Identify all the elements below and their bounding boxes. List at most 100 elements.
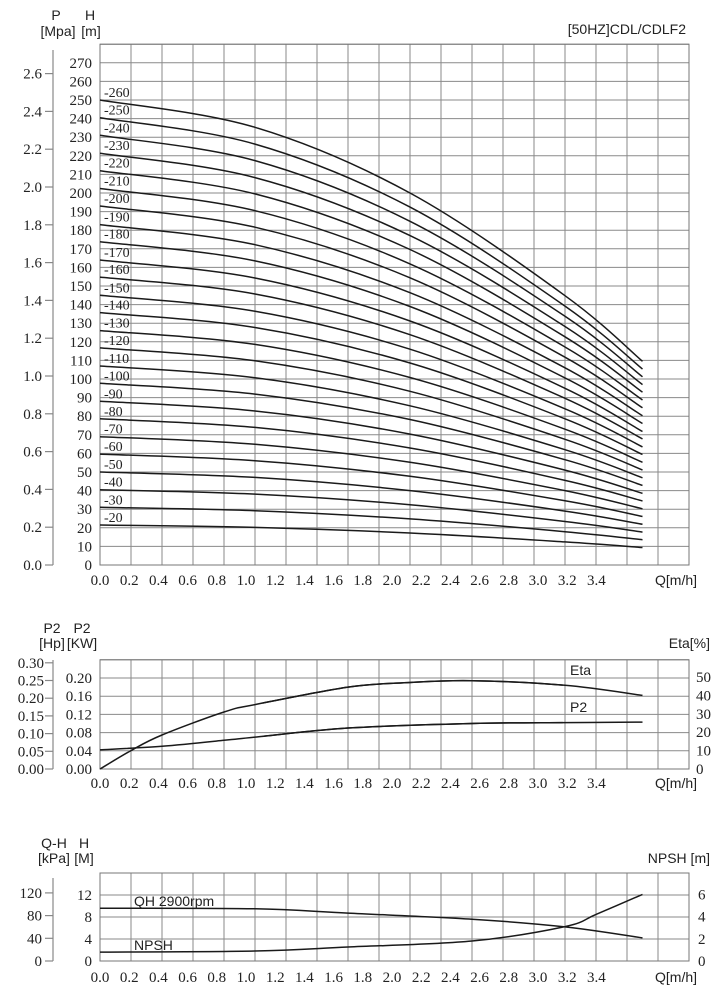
eta-curve-operating-range	[262, 679, 563, 704]
plot-border	[99, 43, 690, 566]
qh-curve	[99, 471, 643, 526]
p-tick-label: 0.2	[23, 520, 42, 536]
h-tick-label: 180	[70, 223, 93, 239]
x-tick-label: 1.4	[295, 573, 314, 589]
qh-curve	[99, 152, 643, 386]
kpa-tick-label: 80	[27, 909, 42, 925]
x-tick-label: 1.8	[353, 970, 372, 986]
qh-curve	[99, 169, 643, 393]
kw-tick-label: 0.00	[66, 762, 92, 778]
x-tick-label: 2.2	[412, 970, 431, 986]
h-tick-label: 40	[77, 484, 92, 500]
x-tick-label: 2.4	[441, 776, 460, 792]
eta-curve	[99, 679, 643, 770]
x-tick-label: 2.2	[412, 776, 431, 792]
qh-curve	[99, 240, 643, 425]
x-tick-label: 0.8	[207, 970, 226, 986]
curve-label: -260	[104, 86, 130, 101]
curve-label: -20	[104, 511, 123, 526]
x-tick-label: 3.0	[529, 776, 548, 792]
p-tick-label: 2.4	[23, 104, 42, 120]
h-tick-label: 8	[85, 910, 93, 926]
h-tick-label: 130	[70, 316, 93, 332]
h-tick-label: 140	[70, 298, 93, 314]
h-tick-label: 12	[77, 888, 92, 904]
kw-axis-title: P2	[73, 620, 90, 636]
x-tick-label: 1.0	[237, 573, 256, 589]
h-axis-title: H	[85, 7, 95, 23]
x-tick-label: 3.4	[587, 776, 606, 792]
qh-curve	[99, 435, 643, 510]
x-tick-label: 3.2	[558, 573, 577, 589]
plot-border	[99, 659, 690, 770]
p-tick-label: 1.6	[23, 256, 42, 272]
qh-curve	[99, 116, 643, 370]
p-tick-label: 0.6	[23, 445, 42, 461]
h-tick-label: 80	[77, 409, 92, 425]
hp-tick-label: 0.15	[18, 709, 44, 725]
h-tick-label: 120	[70, 335, 93, 351]
x-tick-label: 1.0	[237, 970, 256, 986]
x-tick-label: 1.0	[237, 776, 256, 792]
x-tick-label: 2.0	[383, 970, 402, 986]
p2-curve-label: P2	[570, 699, 587, 715]
qh-curve	[99, 276, 643, 440]
kw-tick-label: 0.20	[66, 671, 92, 687]
curve-label: -170	[104, 246, 130, 261]
x-tick-label: 2.6	[470, 573, 489, 589]
x-tick-label: 2.4	[441, 970, 460, 986]
qh-curves-chart: 0 10 20 30 40 50 60 70 80 90 100 110 120 130 140 150 160…	[23, 7, 697, 589]
h-tick-label: 240	[70, 112, 93, 128]
x-tick-label: 1.8	[353, 573, 372, 589]
power-efficiency-chart: 0.000.040.080.120.160.200.000.050.100.15…	[18, 620, 711, 792]
x-tick-label: 0.8	[207, 776, 226, 792]
x-tick-label: 1.8	[353, 776, 372, 792]
kw-tick-label: 0.12	[66, 707, 92, 723]
h-tick-label: 100	[70, 372, 93, 388]
x-tick-label: 3.2	[558, 970, 577, 986]
qh-curve	[99, 488, 643, 533]
x-tick-label: 0.6	[178, 573, 197, 589]
p-axis-title: P	[51, 7, 60, 23]
kw-axis-unit: [KW]	[67, 635, 97, 651]
curve-label: -40	[104, 476, 123, 491]
curve-label: -50	[104, 458, 123, 473]
qh-curve	[99, 524, 643, 549]
qh-curve	[99, 400, 643, 495]
curve-label: -130	[104, 317, 130, 332]
h-tick-label: 50	[77, 465, 92, 481]
hp-tick-label: 0.10	[18, 727, 44, 743]
qh-curve	[99, 329, 643, 463]
plot-border	[99, 872, 690, 962]
curve-label: -160	[104, 263, 130, 278]
h-tick-label: 0	[85, 954, 93, 970]
hp-axis-unit: [Hp]	[39, 635, 65, 651]
curve-label: -150	[104, 281, 130, 296]
hp-tick-label: 0.00	[18, 762, 44, 778]
p-tick-label: 2.2	[23, 142, 42, 158]
x-tick-label: 0.0	[91, 573, 110, 589]
x-tick-label: 0.2	[120, 573, 139, 589]
x-tick-label: 0.8	[207, 573, 226, 589]
p-tick-label: 0.4	[23, 482, 42, 498]
h-tick-label: 150	[70, 279, 93, 295]
curve-label: -250	[104, 104, 130, 119]
npsh-tick-label: 0	[698, 954, 706, 970]
npsh-curve-label: NPSH	[134, 937, 173, 953]
qh-curve	[99, 311, 643, 456]
qh-curve	[99, 418, 643, 502]
eta-tick-label: 40	[696, 688, 711, 704]
x-axis-label: Q[m/h]	[655, 969, 697, 985]
h-tick-label: 230	[70, 130, 93, 146]
x-tick-label: 1.6	[324, 776, 343, 792]
qh-curve	[99, 382, 643, 487]
eta-tick-label: 0	[696, 762, 704, 778]
qh-curve	[99, 205, 643, 409]
eta-axis-title: Eta[%]	[669, 635, 710, 651]
h-tick-label: 190	[70, 205, 93, 221]
x-tick-label: 1.2	[266, 970, 285, 986]
h-tick-label: 260	[70, 74, 93, 90]
x-tick-label: 0.4	[149, 573, 168, 589]
curve-label: -180	[104, 228, 130, 243]
